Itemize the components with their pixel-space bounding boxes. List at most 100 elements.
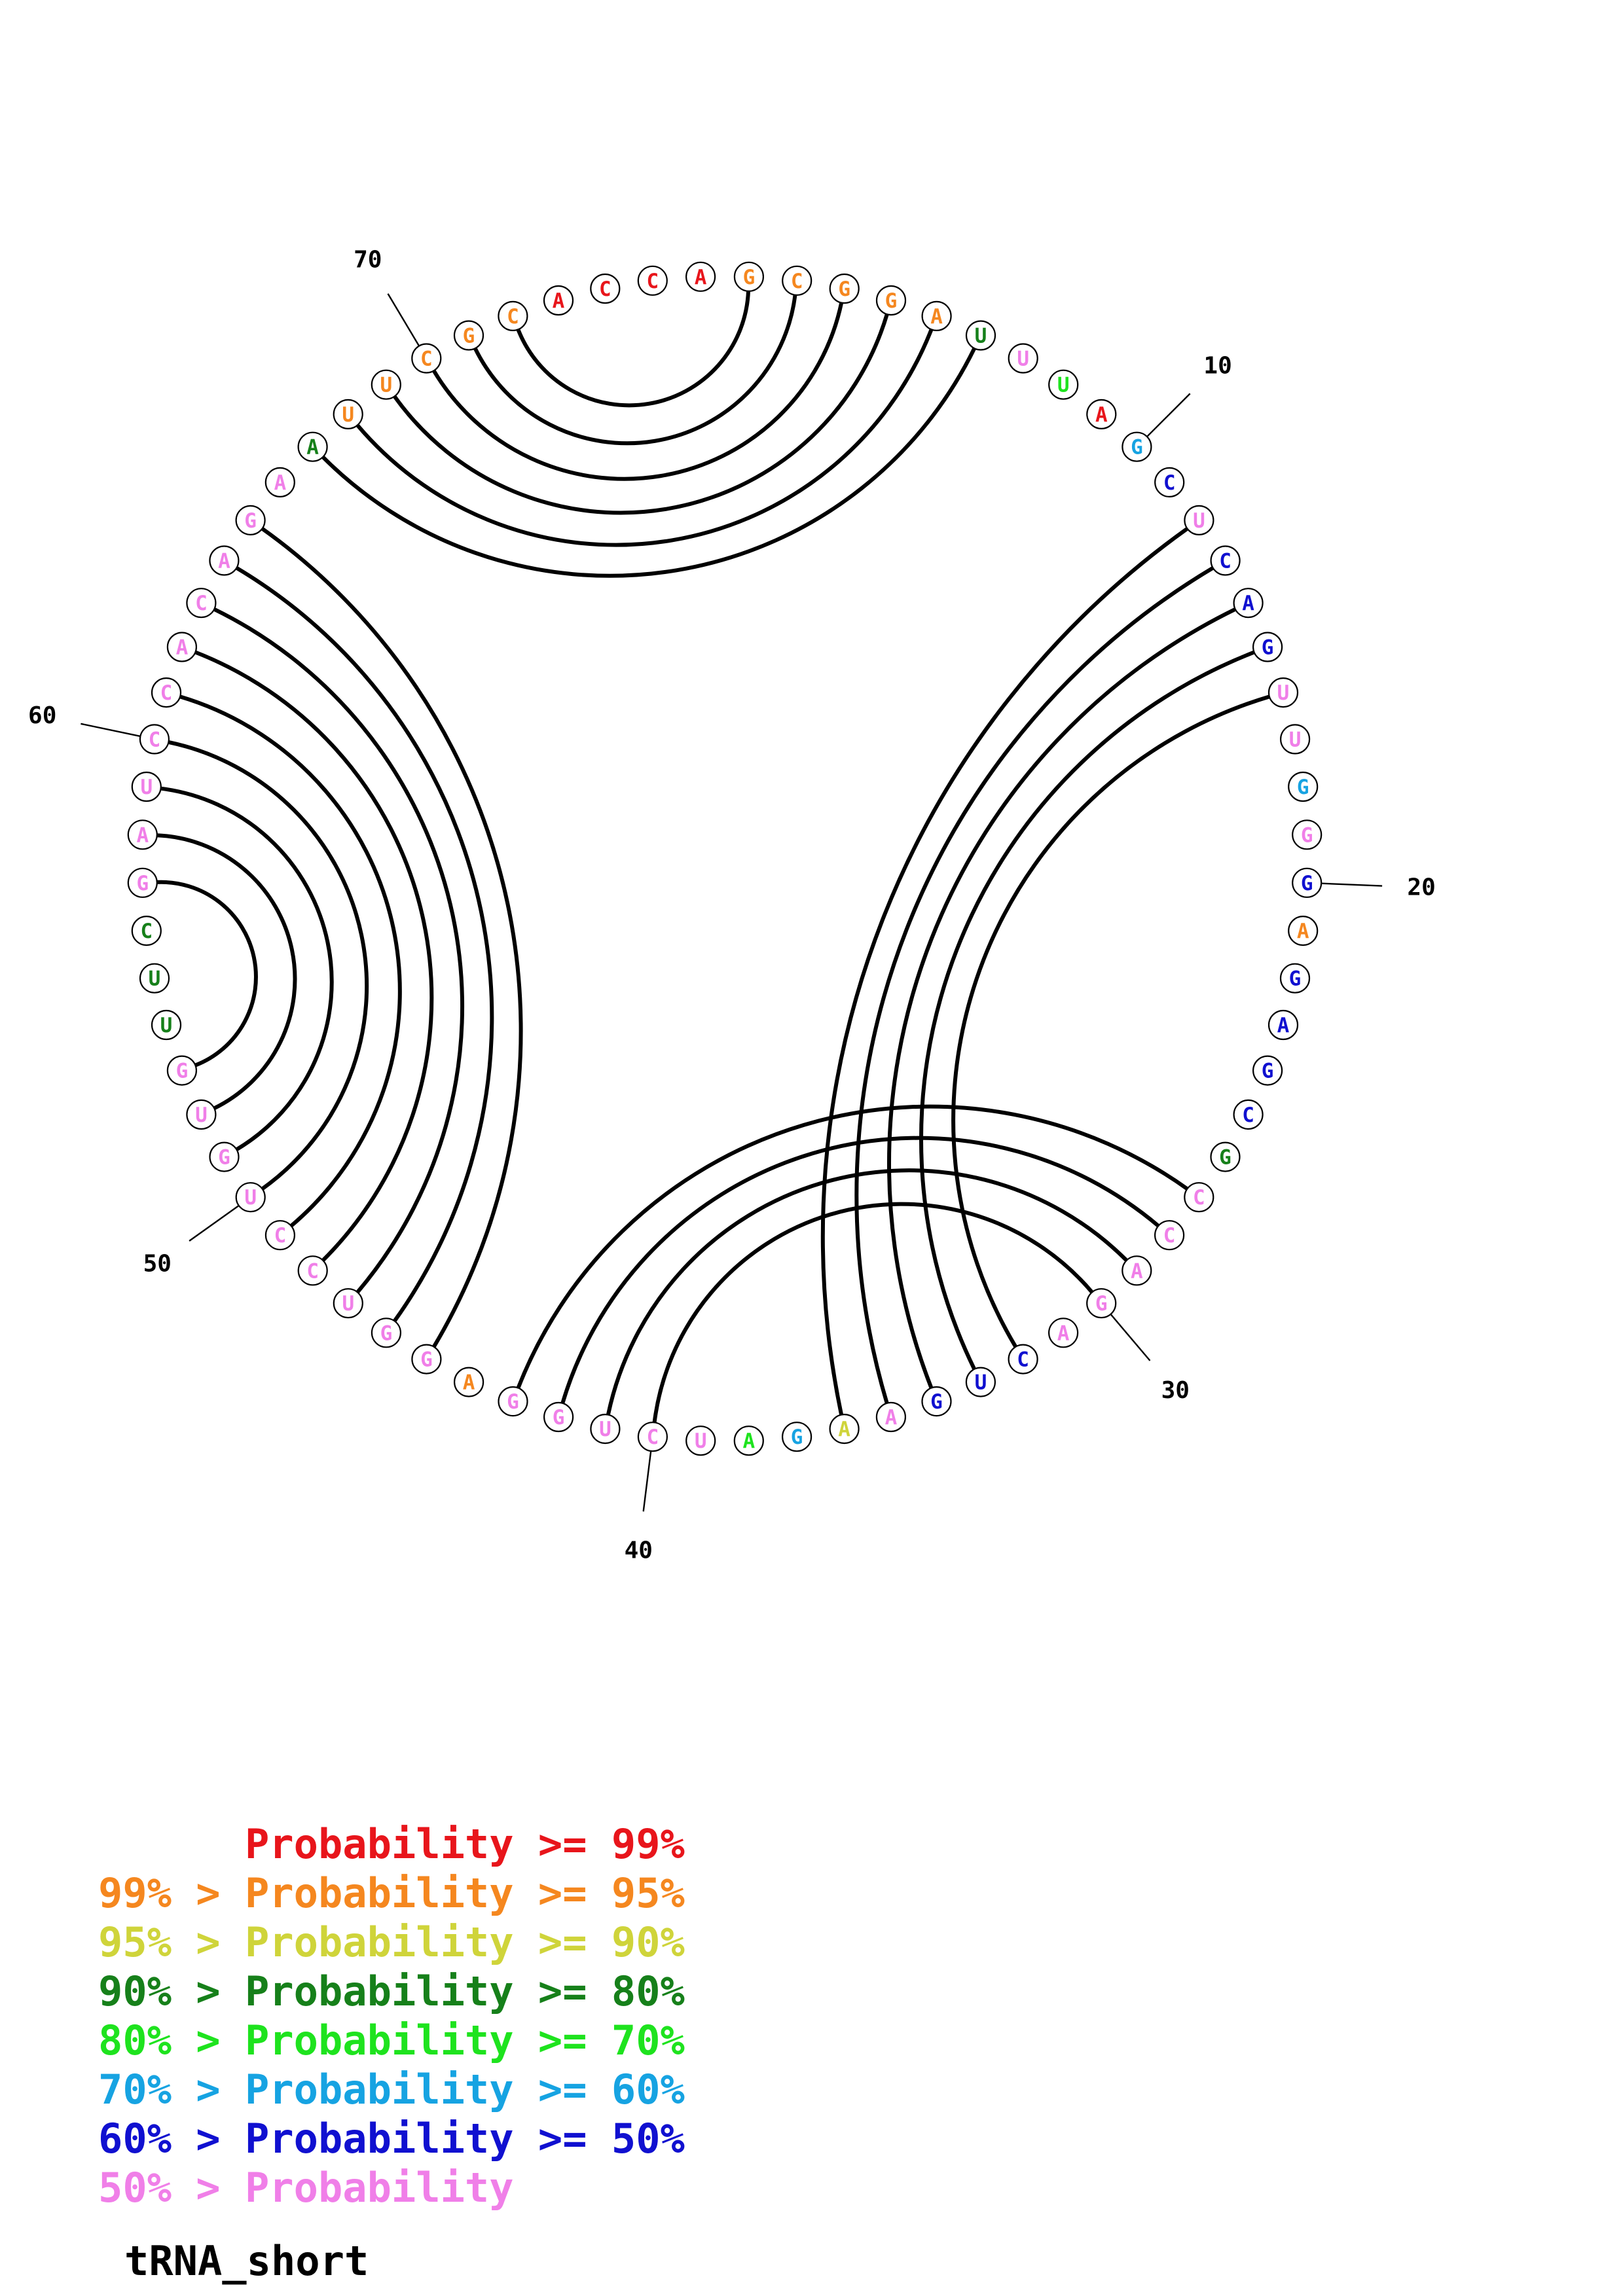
nucleotide-66: A [264,467,295,498]
base-pair-arc-46-64 [235,566,494,1323]
base-pair-arc-16-32 [951,694,1270,1348]
tick-label-50: 50 [143,1250,172,1277]
tick-line-10 [1146,393,1191,438]
nucleotide-57: G [127,867,158,898]
nucleotide-8: U [1048,369,1079,400]
base-pair-arc-52-58 [156,833,297,1110]
nucleotide-51: G [209,1141,240,1172]
nucleotide-letter: G [1219,1146,1231,1170]
nucleotide-25: C [1233,1099,1264,1130]
nucleotide-letter: C [1163,1224,1176,1247]
nucleotide-letter: C [599,278,611,301]
nucleotide-circle [543,1401,574,1433]
nucleotide-4: G [875,285,907,316]
tick-label-60: 60 [28,702,56,729]
nucleotide-46: G [371,1318,402,1348]
tick-label-10: 10 [1203,353,1231,380]
base-pair-arc-50-60 [168,740,369,1191]
base-pair-arc-6-67 [321,347,976,578]
nucleotide-29: A [1122,1255,1152,1286]
nucleotide-letter: A [1242,592,1254,615]
nucleotide-7: U [1008,343,1038,374]
nucleotide-circle [637,265,668,296]
nucleotide-letter: G [136,872,149,895]
base-pair-arc-14-34 [887,607,1237,1389]
nucleotide-1: G [733,261,765,292]
nucleotide-50: U [235,1182,266,1213]
nucleotide-circle [733,261,765,292]
nucleotide-letter: A [1095,403,1108,427]
nucleotide-circle [921,1386,952,1417]
nucleotide-22: G [1279,963,1311,994]
base-pair-arc-13-35 [854,566,1214,1404]
nucleotide-17: U [1279,724,1311,755]
nucleotide-32: C [1008,1344,1038,1374]
nucleotide-53: G [166,1055,197,1086]
nucleotide-letter: U [975,1371,987,1395]
nucleotide-letter: C [507,305,519,329]
nucleotide-circle [139,724,170,755]
nucleotide-circle [186,588,217,619]
legend-label: Probability >= 95% [244,1869,685,1917]
nucleotide-circle [1154,1220,1185,1251]
nucleotide-47: U [333,1288,363,1319]
nucleotide-letter: U [342,403,354,427]
nucleotide-71: G [453,320,484,351]
nucleotide-letter: A [176,636,189,660]
nucleotide-34: G [921,1386,952,1417]
nucleotide-letter: A [930,305,943,329]
nucleotide-6: U [965,320,996,351]
nucleotide-letter: U [140,776,153,799]
nucleotide-74: C [590,273,621,304]
nucleotide-68: U [333,399,363,430]
nucleotide-circle [685,261,716,292]
nucleotide-letter: C [140,920,153,943]
tick-line-40 [642,1450,652,1512]
nucleotide-circle [733,1426,764,1456]
legend-range-prefix: 80% > [98,2017,245,2064]
nucleotide-letter: G [743,266,756,289]
nucleotide-circle [235,1182,266,1213]
nucleotide-circle [590,1414,621,1444]
base-pair-arc-27-43 [516,1104,1189,1389]
nucleotide-circle [166,1055,197,1086]
nucleotide-15: G [1252,632,1283,662]
nucleotide-letter: G [507,1390,519,1414]
nucleotide-circle [453,1367,484,1397]
nucleotide-letter: U [244,1186,257,1210]
nucleotide-letter: A [553,289,565,313]
nucleotide-65: G [235,505,266,536]
nucleotide-circle [297,431,328,462]
nucleotide-letter: G [463,325,475,348]
nucleotide-letter: G [1301,872,1313,895]
nucleotide-circle [139,963,170,994]
nucleotide-letter: G [176,1060,189,1083]
nucleotide-circle [264,467,295,498]
nucleotide-41: U [590,1414,621,1444]
nucleotide-circle [411,343,442,374]
nucleotide-letter: G [1289,967,1302,991]
nucleotide-circle [371,369,401,400]
nucleotide-letter: A [274,471,286,495]
nucleotide-letter: C [195,592,208,615]
nucleotide-circle [127,867,158,898]
nucleotide-circle [186,1099,217,1130]
nucleotide-circle [782,265,812,296]
nucleotide-letter: U [695,1429,707,1453]
nucleotide-letter: U [160,1014,173,1037]
nucleotide-circle [1154,467,1185,498]
nucleotide-33: U [965,1367,996,1397]
nucleotide-24: G [1252,1055,1283,1086]
nucleotide-circle [1288,771,1319,802]
nucleotide-letter: G [885,289,898,313]
legend-range-prefix: 90% > [98,1967,245,2015]
nucleotide-letter: U [1277,681,1290,705]
base-pair-arc-1-72 [516,291,750,408]
nucleotide-72: C [498,300,528,331]
nucleotide-circle [1048,1318,1079,1348]
base-pair-arc-51-59 [160,786,334,1151]
legend-label: Probability >= 70% [244,2017,685,2064]
legend-row: 90% > Probability >= 80% [98,1967,685,2016]
tick-line-70 [387,293,420,347]
nucleotide-circle [1292,867,1322,898]
